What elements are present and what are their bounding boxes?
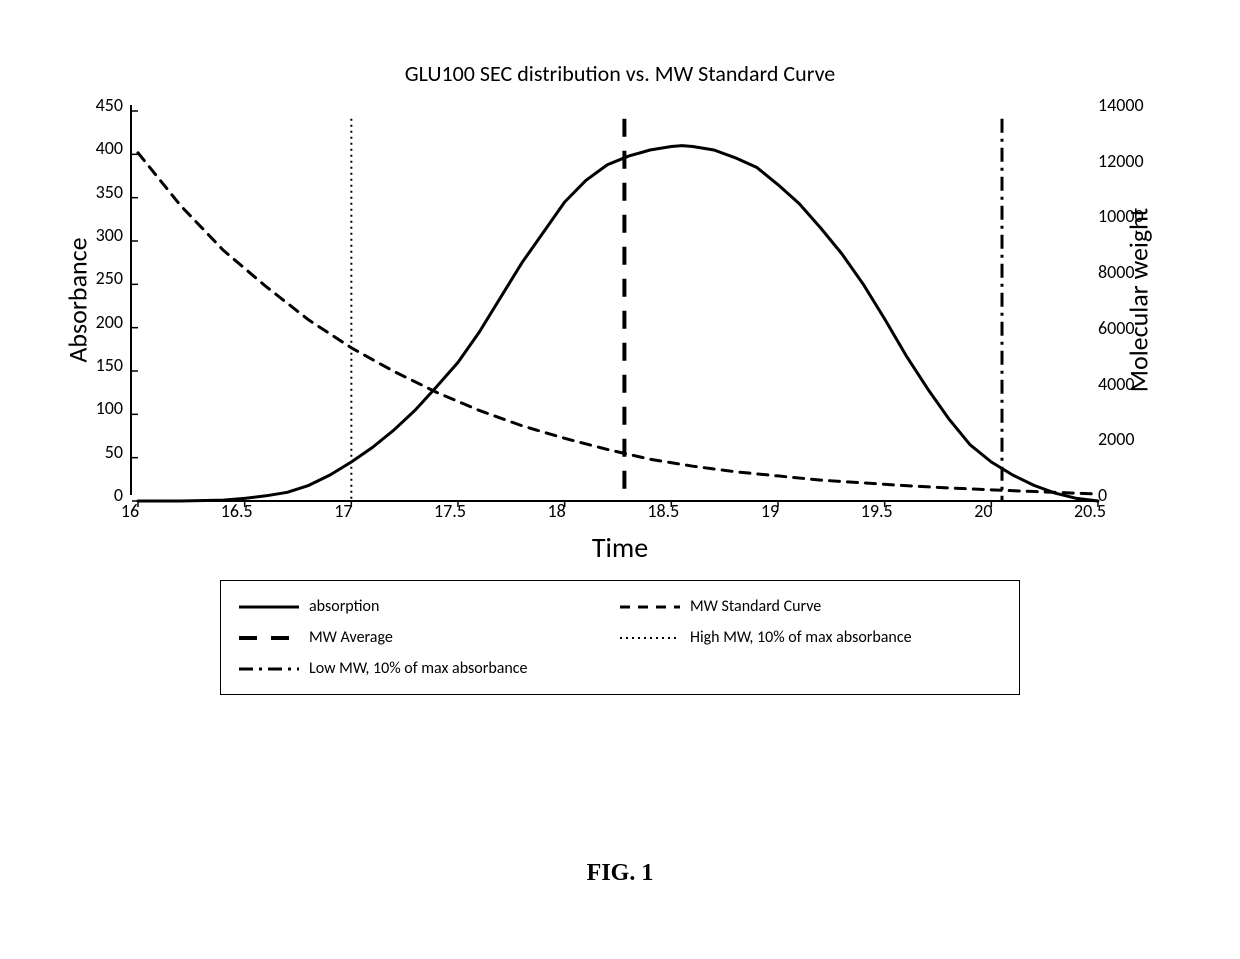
plot-area (130, 105, 1092, 495)
figure-container: GLU100 SEC distribution vs. MW Standard … (0, 0, 1240, 959)
x-tick-label: 17.5 (434, 500, 466, 522)
y-left-tick-label: 450 (75, 94, 123, 116)
x-tick-label: 19.5 (861, 500, 893, 522)
y-left-tick-label: 150 (75, 354, 123, 376)
x-tick-label: 16 (121, 500, 139, 522)
legend-label: Low MW, 10% of max absorbance (309, 659, 528, 678)
y-right-tick-label: 8000 (1098, 261, 1158, 283)
legend-item-mw_standard: MW Standard Curve (620, 597, 1001, 616)
legend-label: MW Standard Curve (690, 597, 821, 616)
legend-item-high_mw: High MW, 10% of max absorbance (620, 628, 1001, 647)
y-right-tick-label: 6000 (1098, 317, 1158, 339)
chart-svg (132, 105, 1104, 507)
legend-item-absorption: absorption (239, 597, 620, 616)
legend-label: MW Average (309, 628, 393, 647)
x-tick-label: 18.5 (647, 500, 679, 522)
y-left-tick-label: 50 (75, 441, 123, 463)
y-left-tick-label: 0 (75, 484, 123, 506)
legend-item-mw_average: MW Average (239, 628, 620, 647)
y-right-tick-label: 2000 (1098, 428, 1158, 450)
x-tick-label: 20.5 (1074, 500, 1106, 522)
x-tick-label: 18 (548, 500, 566, 522)
y-left-tick-label: 400 (75, 137, 123, 159)
y-left-tick-label: 200 (75, 311, 123, 333)
x-tick-label: 17 (334, 500, 352, 522)
chart-title: GLU100 SEC distribution vs. MW Standard … (0, 60, 1240, 87)
x-tick-label: 19 (761, 500, 779, 522)
y-right-tick-label: 0 (1098, 484, 1158, 506)
y-left-tick-label: 250 (75, 267, 123, 289)
y-left-tick-label: 300 (75, 224, 123, 246)
legend-label: High MW, 10% of max absorbance (690, 628, 912, 647)
y-right-tick-label: 14000 (1098, 94, 1158, 116)
y-right-tick-label: 12000 (1098, 150, 1158, 172)
x-axis-title: Time (0, 530, 1240, 565)
y-left-tick-label: 350 (75, 181, 123, 203)
y-right-tick-label: 4000 (1098, 373, 1158, 395)
legend-label: absorption (309, 597, 379, 616)
x-tick-label: 20 (974, 500, 992, 522)
figure-caption: FIG. 1 (0, 860, 1240, 887)
x-tick-label: 16.5 (221, 500, 253, 522)
y-right-tick-label: 10000 (1098, 205, 1158, 227)
y-right-tick-labels: 02000400060008000100001200014000 (1098, 105, 1158, 495)
y-left-tick-labels: 050100150200250300350400450 (75, 105, 123, 495)
y-left-tick-label: 100 (75, 397, 123, 419)
legend: absorption MW Standard Curve MW Average Hig… (220, 580, 1020, 695)
x-tick-labels: 1616.51717.51818.51919.52020.5 (130, 500, 1090, 530)
legend-item-low_mw: Low MW, 10% of max absorbance (239, 659, 620, 678)
